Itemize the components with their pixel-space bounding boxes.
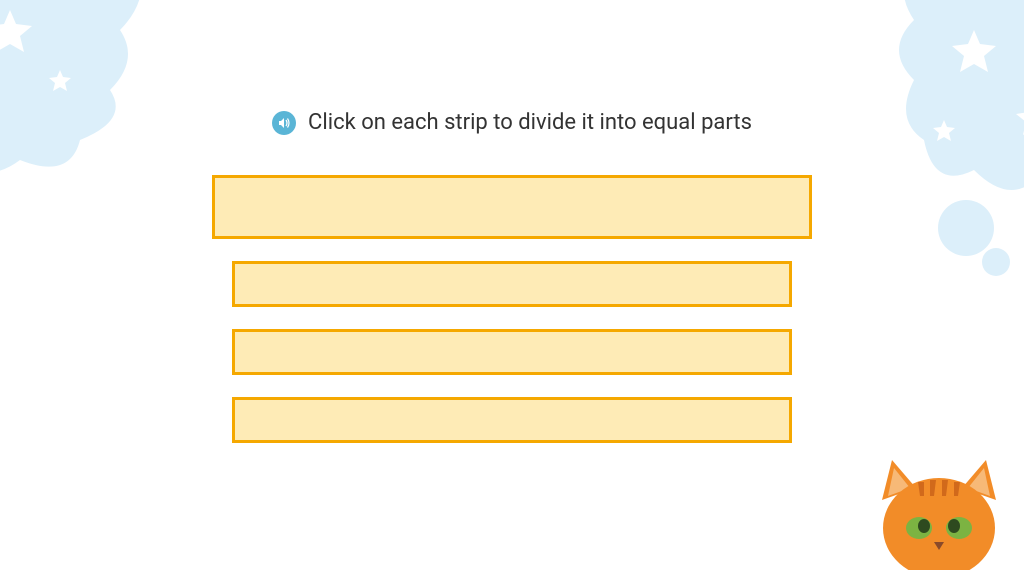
strips-container — [0, 175, 1024, 443]
cat-mascot — [874, 450, 1004, 570]
exercise-content: Click on each strip to divide it into eq… — [0, 0, 1024, 443]
fraction-strip-3[interactable] — [232, 329, 792, 375]
instruction-row: Click on each strip to divide it into eq… — [0, 110, 1024, 135]
instruction-text: Click on each strip to divide it into eq… — [308, 110, 752, 135]
audio-play-icon[interactable] — [272, 111, 296, 135]
fraction-strip-2[interactable] — [232, 261, 792, 307]
fraction-strip-4[interactable] — [232, 397, 792, 443]
fraction-strip-1[interactable] — [212, 175, 812, 239]
